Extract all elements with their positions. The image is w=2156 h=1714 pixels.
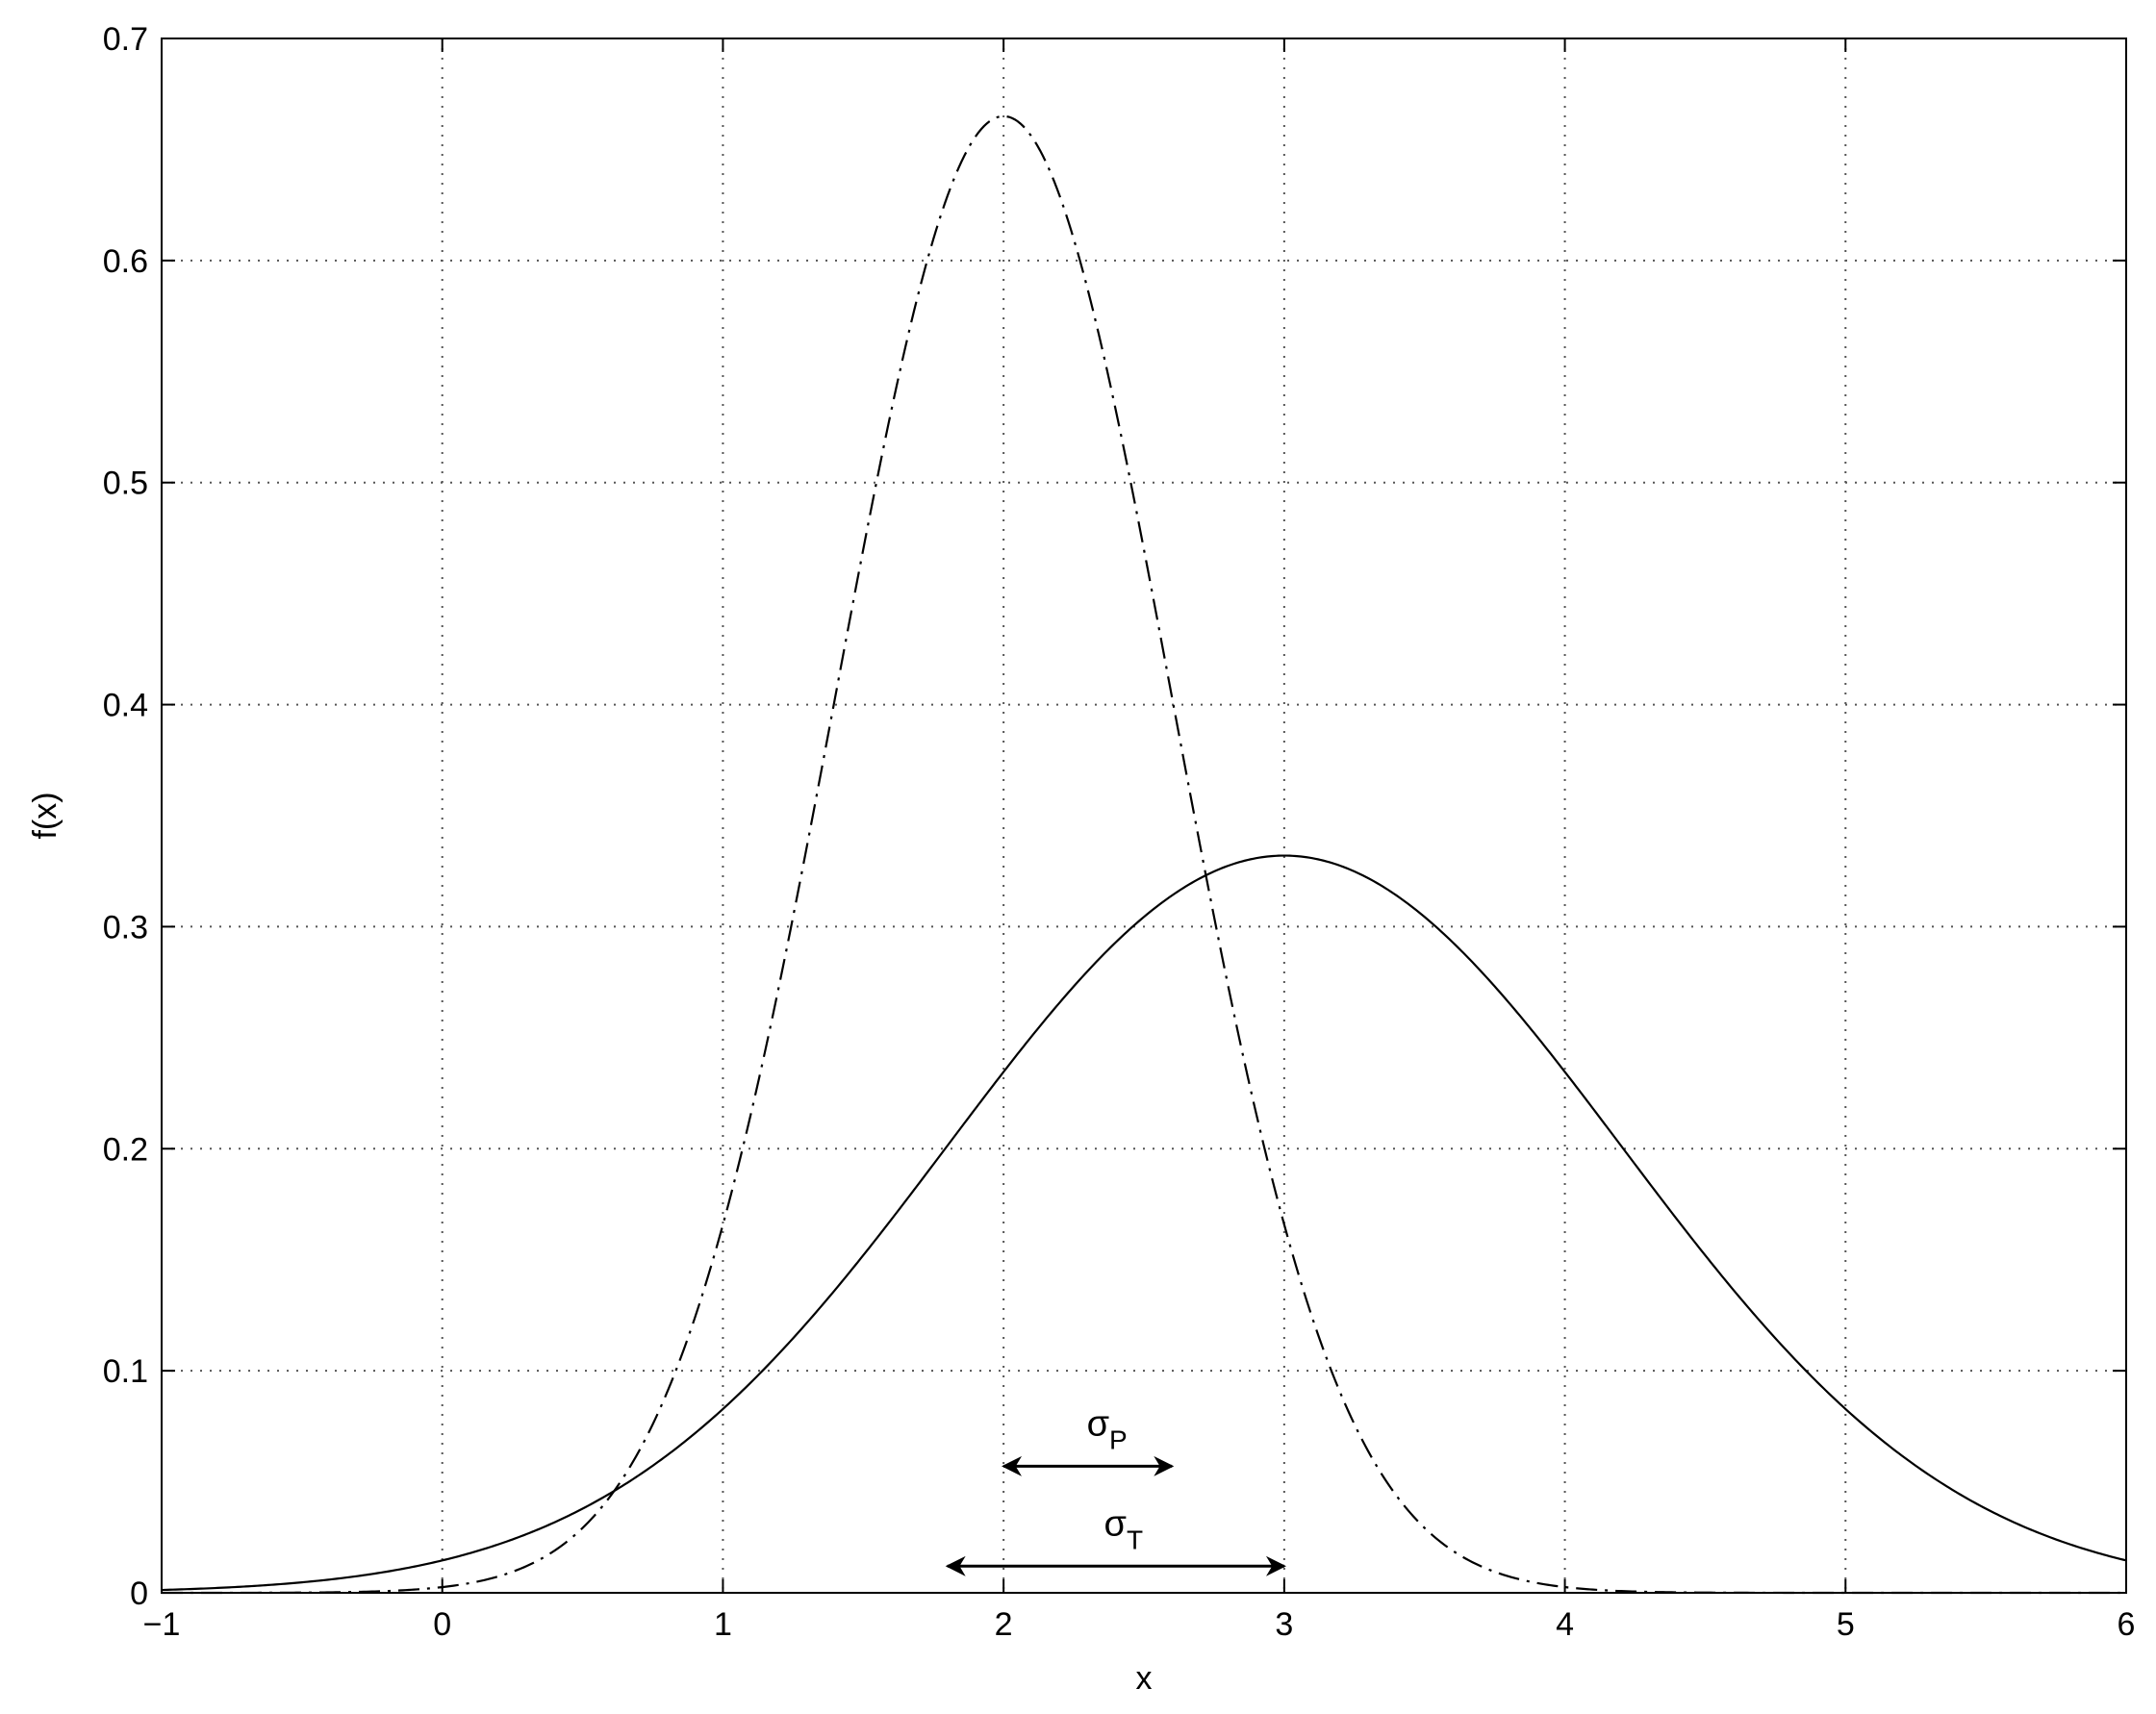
x-tick-label: 4 <box>1556 1606 1574 1643</box>
curves <box>161 114 2127 1595</box>
curve-dashdot <box>162 114 2126 1595</box>
y-tick-label: 0.5 <box>103 466 148 502</box>
y-tick-label: 0.1 <box>103 1353 148 1390</box>
x-tick-label: 3 <box>1275 1606 1293 1643</box>
y-tick-label: 0.6 <box>103 243 148 280</box>
plot-frame <box>161 38 2127 1594</box>
y-tick-label: 0.2 <box>103 1131 148 1168</box>
y-tick-label: 0.4 <box>103 688 148 724</box>
y-tick-label: 0 <box>130 1575 148 1612</box>
ticks: −1 0 1 2 3 4 5 600.10.20.30.40.50.60.7 <box>103 21 2136 1643</box>
curve-solid <box>161 854 2127 1592</box>
x-axis-label: x <box>1136 1660 1153 1697</box>
y-axis-label: f(x) <box>27 792 63 839</box>
x-tick-label: 2 <box>995 1606 1013 1643</box>
x-tick-label: 1 <box>714 1606 732 1643</box>
y-tick-label: 0.7 <box>103 21 148 58</box>
x-tick-label: 6 <box>2118 1606 2136 1643</box>
x-tick-label: −1 <box>143 1606 181 1643</box>
grid <box>162 38 2126 1593</box>
y-tick-label: 0.3 <box>103 909 148 945</box>
x-tick-label: 5 <box>1837 1606 1855 1643</box>
x-tick-label: 0 <box>433 1606 451 1643</box>
